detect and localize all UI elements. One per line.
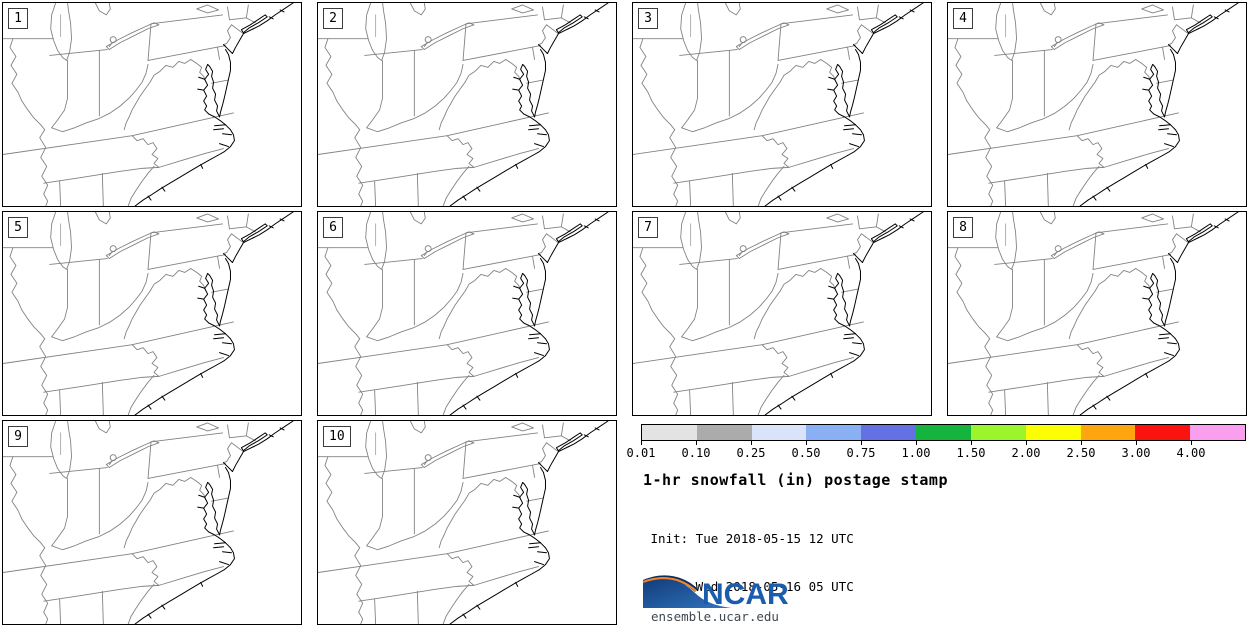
plot-title: 1-hr snowfall (in) postage stamp	[643, 471, 948, 489]
map-panel: 10	[317, 420, 617, 625]
colorbar-segment	[696, 425, 752, 440]
colorbar-tick-label: 4.00	[1176, 446, 1206, 460]
colorbar-tick	[1136, 441, 1137, 445]
colorbar-tick-label: 0.50	[791, 446, 821, 460]
colorbar-tick	[696, 441, 697, 445]
colorbar-tick	[1026, 441, 1027, 445]
panel-number-label: 6	[323, 217, 343, 238]
colorbar-tick-label: 0.01	[626, 446, 656, 460]
colorbar-tick-label: 0.25	[736, 446, 766, 460]
colorbar-tick-label: 1.00	[901, 446, 931, 460]
colorbar-segment	[642, 425, 697, 440]
colorbar: 0.01 0.10 0.25 0.50 0.75 1.00 1.50 2.00 2.50 3.00…	[627, 424, 1246, 460]
eastern-us-basemap	[3, 212, 301, 415]
panel-number-label: 4	[953, 8, 973, 29]
eastern-us-basemap	[633, 3, 931, 206]
colorbar-segments	[641, 424, 1246, 441]
colorbar-tick	[1081, 441, 1082, 445]
colorbar-segment	[861, 425, 917, 440]
init-time-label: Init: Tue 2018-05-15 12 UTC	[643, 530, 854, 546]
eastern-us-basemap	[3, 421, 301, 624]
colorbar-tick-label: 3.00	[1121, 446, 1151, 460]
ncar-logo-swoosh	[643, 577, 732, 608]
colorbar-tick	[1191, 441, 1192, 445]
eastern-us-basemap	[318, 212, 616, 415]
map-panel: 9	[2, 420, 302, 625]
ncar-logo-orange-arc	[642, 576, 697, 592]
map-panel: 8	[947, 211, 1247, 416]
colorbar-tick-label: 2.50	[1066, 446, 1096, 460]
ncar-logo: NCAR	[642, 575, 789, 609]
colorbar-tick	[861, 441, 862, 445]
colorbar-segment	[806, 425, 862, 440]
panel-number-label: 2	[323, 8, 343, 29]
panel-number-label: 10	[323, 426, 351, 447]
panel-number-label: 9	[8, 426, 28, 447]
panel-number-label: 8	[953, 217, 973, 238]
colorbar-segment	[751, 425, 807, 440]
panel-number-label: 7	[638, 217, 658, 238]
colorbar-tick-label: 2.00	[1011, 446, 1041, 460]
colorbar-tick-label: 0.75	[846, 446, 876, 460]
colorbar-tick	[751, 441, 752, 445]
map-panel: 1	[2, 2, 302, 207]
site-url: ensemble.ucar.edu	[651, 609, 779, 624]
init-valid-times: Init: Tue 2018-05-15 12 UTC Valid: Wed 2…	[643, 498, 854, 628]
eastern-us-basemap	[633, 212, 931, 415]
map-panel: 5	[2, 211, 302, 416]
colorbar-segment	[1080, 425, 1136, 440]
legend-info-block: 0.01 0.10 0.25 0.50 0.75 1.00 1.50 2.00 2.50 3.00…	[627, 420, 1247, 628]
colorbar-segment	[1135, 425, 1191, 440]
eastern-us-basemap	[318, 421, 616, 624]
ncar-logo-text: NCAR	[702, 578, 789, 609]
colorbar-tick	[971, 441, 972, 445]
map-panel: 2	[317, 2, 617, 207]
colorbar-tick-label: 0.10	[681, 446, 711, 460]
colorbar-tick	[641, 441, 642, 445]
colorbar-segment	[916, 425, 971, 440]
eastern-us-basemap	[3, 3, 301, 206]
map-panel: 4	[947, 2, 1247, 207]
panel-number-label: 5	[8, 217, 28, 238]
colorbar-tick-label: 1.50	[956, 446, 986, 460]
eastern-us-basemap	[318, 3, 616, 206]
map-panel: 7	[632, 211, 932, 416]
colorbar-segment	[970, 425, 1026, 440]
colorbar-tick	[806, 441, 807, 445]
colorbar-segment	[1190, 425, 1245, 440]
map-panel: 3	[632, 2, 932, 207]
colorbar-tick	[916, 441, 917, 445]
panel-number-label: 1	[8, 8, 28, 29]
map-panel: 6	[317, 211, 617, 416]
eastern-us-basemap	[948, 3, 1246, 206]
colorbar-segment	[1025, 425, 1081, 440]
eastern-us-basemap	[948, 212, 1246, 415]
panel-number-label: 3	[638, 8, 658, 29]
